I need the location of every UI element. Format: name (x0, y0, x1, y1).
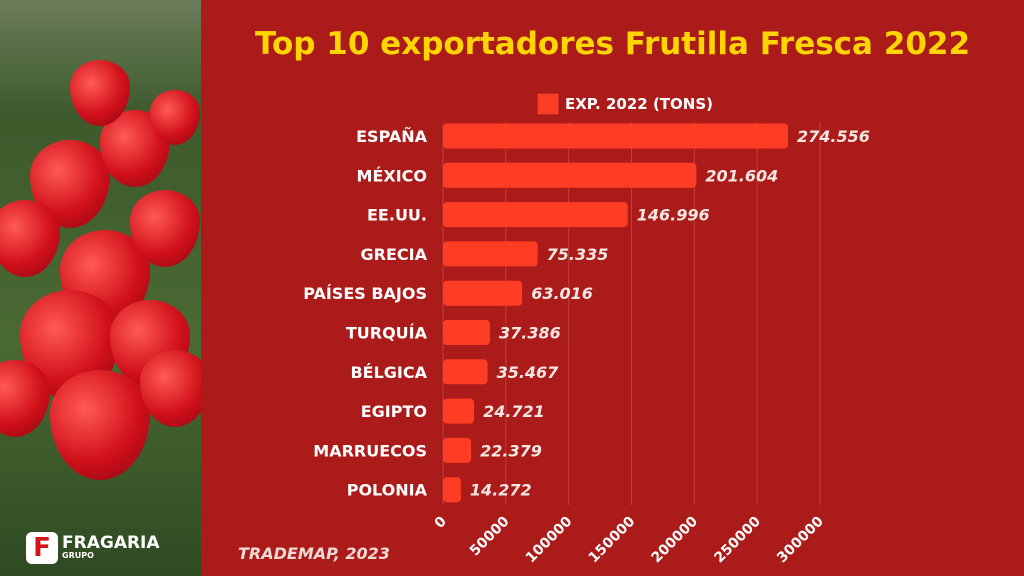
legend: EXP. 2022 (TONS) (537, 93, 713, 115)
strawberry (150, 90, 200, 145)
tick-label: 200000 (649, 513, 702, 566)
tick-label: 50000 (467, 513, 513, 559)
bar (443, 202, 628, 228)
category-label: MÉXICO (357, 166, 427, 185)
strawberry (130, 190, 200, 267)
bar (443, 280, 523, 306)
category-label: MARRUECOS (313, 441, 427, 460)
value-label: 35.467 (497, 363, 560, 382)
category-label: POLONIA (347, 481, 428, 500)
value-label: 14.272 (470, 481, 532, 500)
tick-label: 150000 (586, 513, 639, 566)
category-label: TURQUÍA (346, 324, 428, 343)
strawberry (70, 60, 130, 126)
value-label: 37.386 (499, 324, 561, 343)
bar (443, 162, 697, 188)
value-label: 22.379 (480, 441, 542, 460)
tick-label: 100000 (523, 513, 576, 566)
value-label: 75.335 (547, 245, 609, 264)
chart-title: Top 10 exportadores Frutilla Fresca 2022 (254, 26, 971, 62)
bar (443, 241, 538, 267)
bar (443, 123, 789, 149)
strawberry (50, 370, 150, 480)
value-label: 24.721 (483, 402, 545, 421)
category-label: ESPAÑA (356, 127, 427, 146)
logo-mark: F (26, 532, 58, 564)
strawberry-photo (0, 0, 201, 576)
source-note: TRADEMAP, 2023 (238, 544, 390, 563)
value-label: 146.996 (637, 206, 710, 225)
category-label: EE.UU. (367, 206, 427, 225)
value-label: 63.016 (531, 284, 593, 303)
bar (443, 359, 488, 385)
bar (443, 437, 472, 463)
value-label: 201.604 (705, 166, 778, 185)
legend-label: EXP. 2022 (TONS) (565, 95, 713, 113)
category-label: EGIPTO (361, 402, 427, 421)
category-label: PAÍSES BAJOS (303, 284, 427, 303)
category-label: BÉLGICA (350, 363, 427, 382)
bar (443, 477, 461, 503)
category-label: GRECIA (361, 245, 428, 264)
value-label: 274.556 (797, 127, 870, 146)
logo-text: FRAGARIA GRUPO (62, 533, 160, 561)
fragaria-logo: F FRAGARIA GRUPO (26, 532, 160, 564)
tick-label: 250000 (711, 513, 764, 566)
bar (443, 320, 490, 345)
tick-label: 300000 (774, 513, 827, 566)
legend-swatch (537, 93, 559, 115)
tick-label: 0 (432, 513, 450, 531)
bar (443, 398, 475, 424)
strawberry (140, 350, 201, 427)
